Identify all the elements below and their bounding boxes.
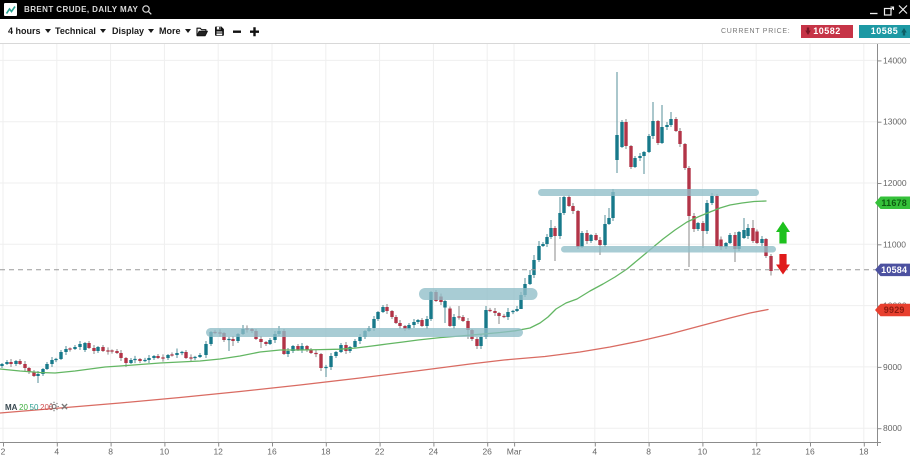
svg-text:200: 200 — [40, 403, 54, 412]
svg-text:10584: 10584 — [881, 265, 907, 275]
svg-text:14000: 14000 — [883, 55, 907, 65]
svg-text:4: 4 — [592, 447, 597, 457]
svg-text:12: 12 — [213, 447, 223, 457]
svg-text:Mar: Mar — [507, 447, 522, 457]
svg-text:8: 8 — [108, 447, 113, 457]
svg-text:8: 8 — [646, 447, 651, 457]
svg-text:26: 26 — [482, 447, 492, 457]
svg-text:20: 20 — [19, 403, 28, 412]
svg-text:4: 4 — [54, 447, 59, 457]
svg-text:12: 12 — [751, 447, 761, 457]
svg-text:2: 2 — [1, 447, 6, 457]
svg-text:9929: 9929 — [884, 305, 905, 315]
svg-text:50: 50 — [30, 403, 39, 412]
svg-text:16: 16 — [805, 447, 815, 457]
svg-text:12000: 12000 — [883, 178, 907, 188]
svg-text:24: 24 — [429, 447, 439, 457]
svg-text:16: 16 — [267, 447, 277, 457]
svg-text:13000: 13000 — [883, 117, 907, 127]
svg-text:10: 10 — [160, 447, 170, 457]
svg-text:18: 18 — [859, 447, 869, 457]
svg-text:11000: 11000 — [883, 239, 906, 249]
svg-text:MA: MA — [5, 403, 18, 412]
svg-text:18: 18 — [321, 447, 331, 457]
svg-text:8000: 8000 — [883, 423, 902, 433]
svg-text:11678: 11678 — [881, 198, 907, 208]
svg-text:22: 22 — [375, 447, 385, 457]
svg-text:10: 10 — [698, 447, 708, 457]
svg-text:9000: 9000 — [883, 362, 902, 372]
